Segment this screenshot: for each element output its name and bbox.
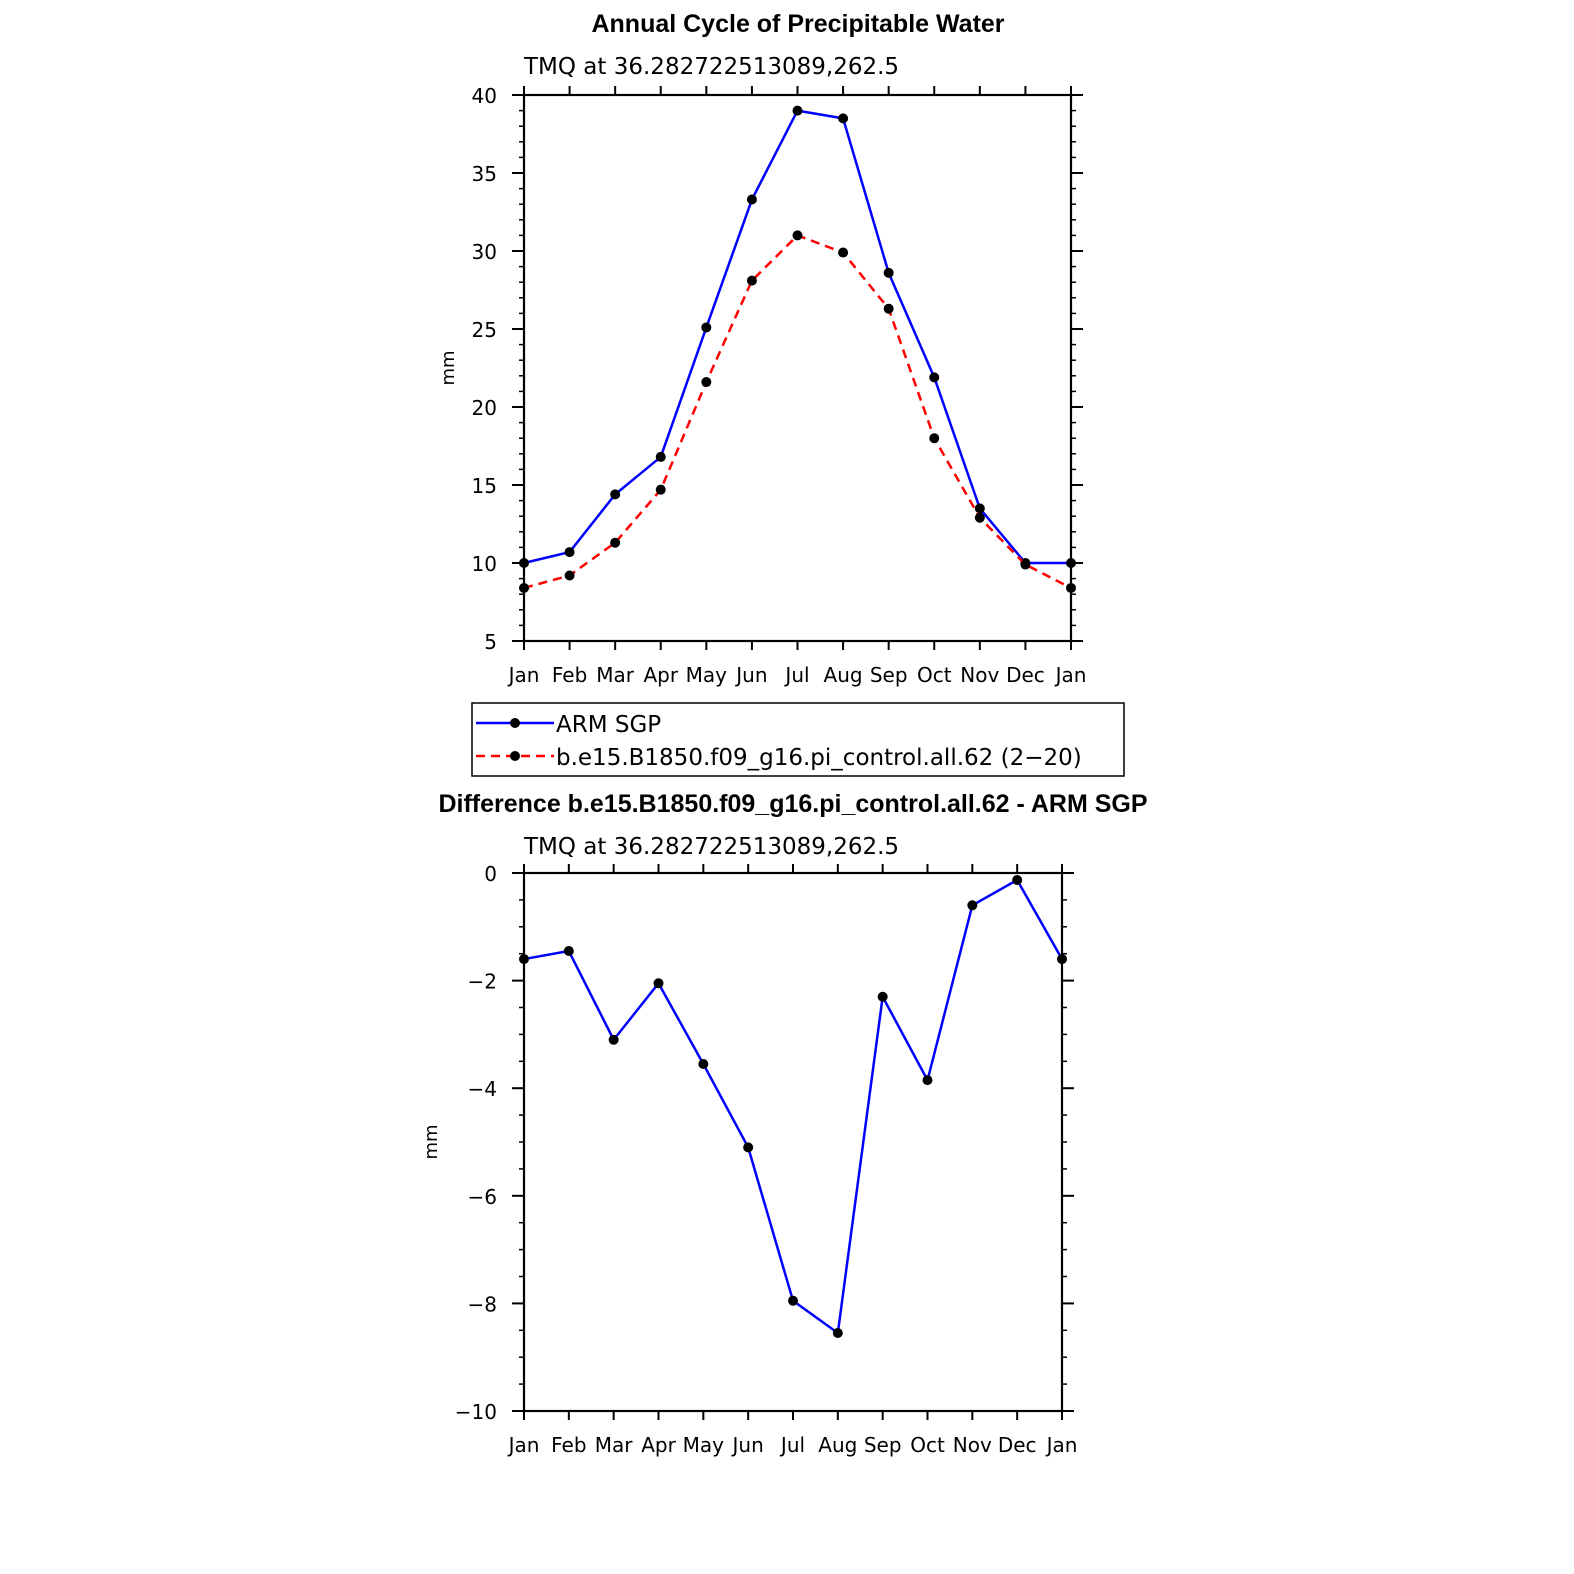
chart2-xtick-label: May xyxy=(683,1433,725,1457)
chart1-series-2-point xyxy=(610,537,621,548)
chart1-xtick-label: Jul xyxy=(783,663,809,687)
legend-label-model: b.e15.B1850.f09_g16.pi_control.all.62 (2… xyxy=(556,745,1082,771)
chart2-ytick-label: −2 xyxy=(468,970,497,994)
chart1-xtick-label: Jun xyxy=(734,663,767,687)
chart2-ytick-label: −8 xyxy=(468,1292,497,1316)
chart2-xtick-label: Jul xyxy=(779,1433,805,1457)
chart1-series-2-point xyxy=(519,582,529,593)
chart2-series-1-point xyxy=(832,1327,843,1338)
chart1-xtick-label: Aug xyxy=(824,663,863,687)
chart1-ytick-label: 5 xyxy=(484,630,497,654)
chart1-series-2-point xyxy=(929,433,940,444)
chart2-xtick-label: Apr xyxy=(641,1433,676,1457)
chart2-xtick-label: Nov xyxy=(953,1433,992,1457)
chart2-series-1-point xyxy=(608,1034,619,1045)
chart1-series-1-point xyxy=(883,267,894,278)
chart1-xtick-label: Sep xyxy=(870,663,908,687)
chart1-series-2-line xyxy=(523,234,1072,590)
chart1-series-1-point xyxy=(519,558,529,568)
legend-marker-model xyxy=(510,751,520,761)
chart2-ytick-label: −10 xyxy=(455,1400,497,1424)
chart1-series-2-point xyxy=(974,512,985,523)
chart2-xtick-label: Feb xyxy=(551,1433,586,1457)
chart1-ytick-label: 20 xyxy=(472,396,497,420)
chart1-series-2-point xyxy=(655,484,666,495)
chart2-series-1-point xyxy=(1012,874,1023,885)
chart1-series-2-point xyxy=(701,377,712,388)
chart2-title: Difference b.e15.B1850.f09_g16.pi_contro… xyxy=(438,790,1147,818)
chart1-ylabel: mm xyxy=(438,350,459,385)
chart1-frame xyxy=(522,93,1073,643)
chart2-series-1-point xyxy=(698,1058,709,1069)
chart2-frame xyxy=(522,871,1064,1413)
chart1-series-1-point xyxy=(929,372,940,383)
chart1-series-1-point xyxy=(974,503,985,514)
chart1-series-2-point xyxy=(1066,582,1076,593)
chart2-plot: Jan Feb Mar Apr May Jun Jul Aug Sep Oct Nov Dec Jan−… xyxy=(455,862,1078,1457)
chart1-ytick-label: 35 xyxy=(472,162,497,186)
chart2-xtick-label: Sep xyxy=(864,1433,902,1457)
chart2-ylabel: mm xyxy=(421,1124,442,1159)
chart2-series-1-line xyxy=(523,878,1064,1335)
chart2-series-1-point xyxy=(788,1295,798,1306)
chart1-xtick-label: May xyxy=(686,663,728,687)
legend-label-arm: ARM SGP xyxy=(556,712,661,738)
chart2-xtick-label: Aug xyxy=(818,1433,857,1457)
chart1-series-2-point xyxy=(746,275,757,286)
chart2-series-1-point xyxy=(922,1075,933,1086)
chart1-series-1-point xyxy=(610,489,621,500)
chart1-series-1-point xyxy=(1066,558,1076,568)
chart1-xtick-label: Nov xyxy=(960,663,999,687)
chart1-series-2-point xyxy=(1020,559,1031,570)
chart1-series-1-point xyxy=(701,322,712,333)
chart2-xtick-label: Mar xyxy=(595,1433,634,1457)
chart2-series-1-point xyxy=(877,991,888,1002)
chart2-xtick-label: Oct xyxy=(910,1433,945,1457)
chart2-series-1-point xyxy=(653,978,664,989)
chart1-xtick-label: Dec xyxy=(1006,663,1045,687)
chart2-xtick-label: Dec xyxy=(998,1433,1037,1457)
chart2-series-1-point xyxy=(967,900,978,911)
chart1-series-2-point xyxy=(883,303,894,314)
chart2-series-1-point xyxy=(743,1142,754,1153)
chart2-xtick-label: Jun xyxy=(731,1433,764,1457)
chart2-series-1-point xyxy=(1057,954,1067,965)
chart1-series-2-point xyxy=(564,570,575,581)
chart2-ytick-label: −4 xyxy=(468,1077,497,1101)
chart2-xtick-label: Jan xyxy=(507,1433,540,1457)
chart2-ytick-label: −6 xyxy=(468,1185,497,1209)
chart1-series-1-point xyxy=(655,451,666,462)
chart2-subtitle: TMQ at 36.282722513089,262.5 xyxy=(523,834,899,860)
chart1-series-1-point xyxy=(792,105,803,116)
chart1-ytick-label: 40 xyxy=(472,84,497,108)
chart1-xtick-label: Jan xyxy=(507,663,540,687)
chart1-ytick-label: 25 xyxy=(472,318,497,342)
chart2-ytick-label: 0 xyxy=(484,862,497,886)
chart1-series-2-point xyxy=(838,247,849,258)
chart1-series-1-point xyxy=(564,547,575,558)
legend: ARM SGP b.e15.B1850.f09_g16.pi_control.a… xyxy=(471,702,1125,777)
chart1-title: Annual Cycle of Precipitable Water xyxy=(591,10,1004,38)
chart1-xtick-label: Feb xyxy=(552,663,587,687)
chart1-xtick-label: Mar xyxy=(596,663,635,687)
chart1-series-1-point xyxy=(838,113,849,124)
legend-marker-arm xyxy=(510,718,520,728)
chart1-subtitle: TMQ at 36.282722513089,262.5 xyxy=(523,54,899,80)
chart1-series-1-point xyxy=(746,194,757,205)
chart1-xtick-label: Oct xyxy=(917,663,952,687)
chart1-series-1-line xyxy=(523,109,1071,565)
chart2-series-1-point xyxy=(563,946,574,957)
legend-box xyxy=(471,702,1125,777)
chart1-ytick-label: 15 xyxy=(472,474,497,498)
chart1-ytick-label: 30 xyxy=(472,240,497,264)
chart1-ytick-label: 10 xyxy=(472,552,497,576)
chart2-xtick-label: Jan xyxy=(1045,1433,1078,1457)
chart2-series-1-point xyxy=(519,954,529,965)
chart1-series-2-point xyxy=(792,230,803,241)
chart1-plot: Jan Feb Mar Apr May Jun Jul Aug Sep Oct Nov Dec Jan 5… xyxy=(472,84,1087,687)
chart1-xtick-label: Jan xyxy=(1054,663,1087,687)
chart1-xtick-label: Apr xyxy=(643,663,678,687)
